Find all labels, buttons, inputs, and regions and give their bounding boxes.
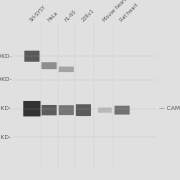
Text: 22Rv1: 22Rv1 xyxy=(81,8,96,22)
Text: 130KD-: 130KD- xyxy=(0,54,12,59)
Text: HL-60: HL-60 xyxy=(64,9,78,22)
FancyBboxPatch shape xyxy=(24,51,39,62)
Text: Mouse heart: Mouse heart xyxy=(102,0,128,22)
FancyBboxPatch shape xyxy=(59,67,74,72)
FancyBboxPatch shape xyxy=(42,62,57,69)
Text: — CAMK2G: — CAMK2G xyxy=(159,106,180,111)
FancyBboxPatch shape xyxy=(42,105,57,115)
Text: 100KD-: 100KD- xyxy=(0,77,12,82)
FancyBboxPatch shape xyxy=(76,104,91,116)
Text: SH-SY5Y: SH-SY5Y xyxy=(29,4,48,23)
FancyBboxPatch shape xyxy=(114,106,130,115)
FancyBboxPatch shape xyxy=(59,105,74,115)
Text: 55KD-: 55KD- xyxy=(0,135,12,140)
FancyBboxPatch shape xyxy=(23,101,40,116)
Text: Rat heart: Rat heart xyxy=(120,2,140,22)
Text: 70KD-: 70KD- xyxy=(0,106,12,111)
FancyBboxPatch shape xyxy=(98,107,112,113)
Text: HeLa: HeLa xyxy=(46,10,59,22)
